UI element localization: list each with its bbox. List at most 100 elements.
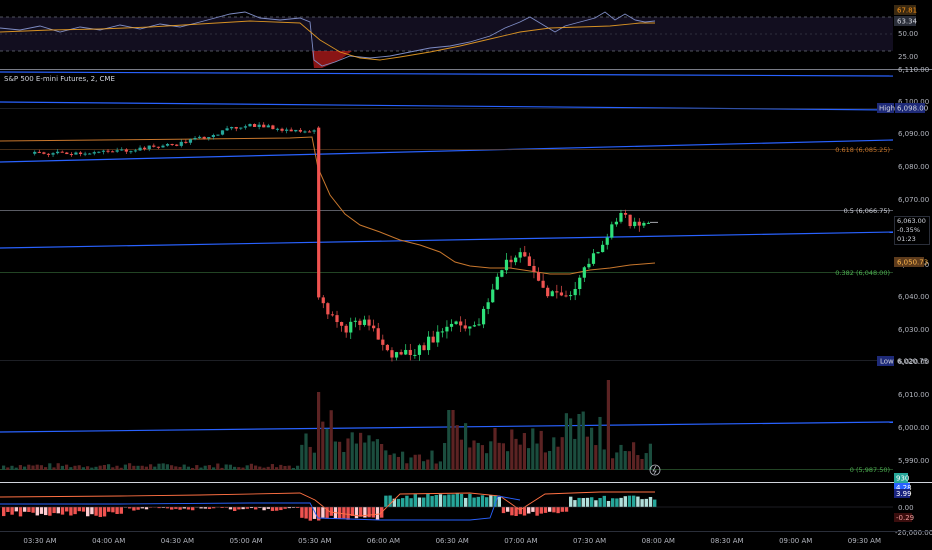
volume-bar [371,441,375,470]
time-axis-label: 08:00 AM [642,537,675,545]
candle-body [188,139,193,143]
rsi-axis-label: 25.00 [898,53,918,61]
volume-bar [636,455,640,470]
candle-body [170,143,174,145]
oscillator-bar [354,507,359,519]
price-panel[interactable]: 0.618 (6,085.25) 0.5 (6,066.75) 0.382 (6,0… [0,69,932,483]
oscillator-bar [438,494,443,507]
volume-bar [560,437,564,470]
current-change-label: -0.35% [897,226,920,234]
volume-bar [308,446,312,470]
volume-bar [615,452,619,470]
candle-body [495,276,499,290]
replay-icon [649,464,661,476]
price-axis[interactable]: 6,110.00 6,100.00 6,090.00 6,080.00 6,070.00… [877,5,932,537]
candle-body [619,213,623,222]
volume-bar [367,435,371,470]
candle-body [408,349,412,356]
oscillator-bar [207,507,212,510]
oscillator-bar [350,507,354,516]
candle-body [596,252,600,254]
candle-body [289,129,293,132]
volume-bar [258,466,262,470]
time-axis[interactable]: 03:30 AM 04:00 AM 04:30 AM 05:00 AM 05:30 AM… [0,531,932,546]
oscillator-bar [653,499,657,507]
oscillator-bar [262,507,266,511]
time-axis-label: 03:30 AM [23,537,56,545]
volume-bar [136,465,140,470]
current-price-box: 6,063.00 -0.35% 01:23 [894,216,930,245]
volume-bar [224,464,228,470]
oscillator-bar [594,500,598,507]
low-value-text: 6,020.75 [897,358,928,366]
oscillator-bar [506,507,510,512]
candle-body [220,130,225,135]
volume-bar [254,465,258,470]
time-axis-label: 05:00 AM [229,537,262,545]
volume-bar [426,459,430,470]
oscillator-bar [329,507,333,516]
volume-bar [518,444,522,470]
volume-bar [648,443,652,470]
volume-bar [363,442,367,470]
oscillator-badge-1 [894,483,910,492]
oscillator-bar [485,497,489,507]
trendline-mid [0,231,894,249]
oscillator-bar [602,495,606,507]
volume-bar [56,463,60,470]
volume-bar [422,461,426,470]
oscillator-bar [346,507,350,520]
oscillator-bar [417,497,422,507]
candle-body [335,315,339,323]
candle-body [637,221,641,226]
oscillator-bar [644,498,648,507]
volume-bar [52,467,56,470]
candle-body [248,124,252,127]
fib-label-2: 0.382 (6,048.00) [835,269,890,277]
candle-body [69,154,73,156]
candle-body [115,150,119,152]
candle-body [514,257,518,263]
oscillator-bar [598,498,602,507]
candle-body [143,147,147,150]
volume-bar [375,439,379,470]
volume-bar [195,465,199,470]
volume-bar [178,466,182,470]
volume-bar [291,467,295,470]
candle-body [614,221,618,225]
oscillator-bar [258,507,262,508]
candle-body [257,124,261,127]
oscillator-bar [199,507,203,509]
volume-bar [123,464,127,470]
candle-body [559,292,564,296]
volume-bar [510,429,514,470]
volume-bar [598,416,602,470]
oscillator-bar [371,507,375,518]
candle-body [568,295,573,297]
symbol-title[interactable]: S&P 500 E-mini Futures, 2, CME [4,75,115,83]
candle-body [344,325,348,333]
candle-body [527,256,531,266]
oscillator-bar [510,507,514,516]
rsi-value-badge [894,16,916,26]
oscillator-bar [60,507,65,515]
candle-body [211,135,215,138]
trendline-top [0,71,894,77]
oscillator-bar [296,507,300,508]
volume-bar [144,466,148,470]
oscillator-bar [434,494,438,507]
volume-bar [186,466,190,470]
oscillator-bar [636,496,640,507]
candle-body [326,303,330,315]
oscillator-bar [627,495,632,507]
volume-bar [590,427,594,470]
volume-bar [287,465,291,470]
candle-body [303,131,307,133]
volume-bar [472,440,476,470]
oscillator-bar [388,495,392,507]
oscillator-bar [254,507,258,510]
oscillator-bar [422,497,426,507]
current-price-label: 6,063.00 [897,217,926,225]
volume-bar [212,467,216,470]
